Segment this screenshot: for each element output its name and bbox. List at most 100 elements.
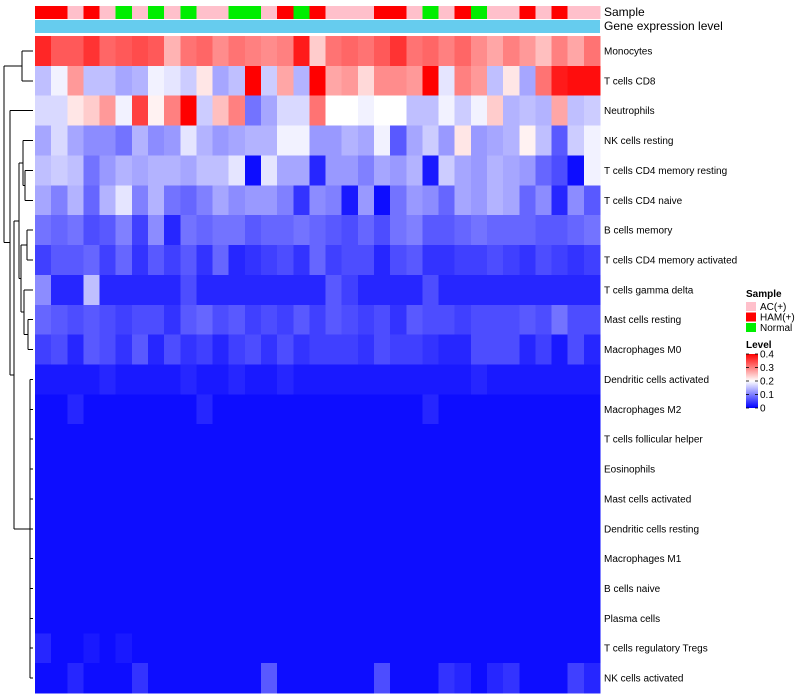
heatmap-cell	[374, 603, 391, 634]
heatmap-cell	[374, 95, 391, 126]
heatmap-cell	[309, 245, 326, 276]
heatmap-cell	[454, 394, 472, 425]
heatmap-cell	[293, 663, 310, 694]
heatmap-cell	[357, 603, 375, 634]
heatmap-cell	[422, 483, 439, 515]
heatmap-cell	[131, 603, 149, 634]
heatmap-cell	[325, 245, 343, 276]
heatmap-cell	[325, 603, 343, 634]
heatmap-cell	[487, 304, 504, 336]
heatmap-cell	[180, 454, 197, 485]
heatmap-cell	[228, 394, 246, 425]
sample-annotation-cell	[325, 6, 343, 19]
heatmap-cell	[244, 245, 262, 276]
heatmap-cell	[341, 245, 359, 276]
heatmap-cell	[99, 155, 117, 186]
heatmap-cell	[341, 483, 359, 515]
heatmap-cell	[390, 633, 407, 664]
heatmap-cell	[164, 125, 181, 156]
heatmap-cell	[422, 304, 439, 336]
heatmap-cell	[35, 125, 52, 156]
sample-annotation-cell	[454, 6, 472, 19]
heatmap-cell	[244, 334, 262, 365]
heatmap-cell	[293, 394, 310, 425]
heatmap-cell	[325, 125, 343, 156]
heatmap-cell	[228, 95, 246, 126]
heatmap-cell	[51, 334, 68, 365]
heatmap-cell	[277, 304, 294, 336]
row-dendrogram	[3, 50, 33, 679]
heatmap-cell	[293, 603, 310, 634]
sample-annotation-cell	[519, 6, 536, 19]
heatmap-cell	[357, 245, 375, 276]
heatmap-cell	[422, 155, 439, 186]
heatmap-cell	[551, 603, 569, 634]
expression-annotation-label: Gene expression level	[604, 19, 723, 33]
heatmap-cell	[67, 543, 84, 574]
heatmap-cells	[35, 36, 601, 694]
heatmap-cell	[325, 543, 343, 574]
heatmap-cell	[519, 215, 536, 246]
heatmap-cell	[228, 424, 246, 455]
heatmap-cell	[261, 125, 278, 156]
heatmap-cell	[148, 155, 165, 186]
heatmap-cell	[325, 424, 343, 455]
heatmap-cell	[51, 603, 68, 634]
heatmap-cell	[374, 274, 391, 306]
row-label: Macrophages M1	[604, 554, 682, 565]
heatmap-cell	[164, 364, 181, 395]
heatmap-cell	[325, 394, 343, 425]
heatmap-cell	[551, 215, 569, 246]
heatmap-cell	[228, 573, 246, 604]
heatmap-cell	[148, 304, 165, 336]
heatmap-cell	[83, 364, 100, 395]
heatmap-cell	[277, 573, 294, 604]
heatmap-cell	[454, 36, 472, 67]
heatmap-cell	[422, 185, 439, 216]
heatmap-cell	[309, 215, 326, 246]
heatmap-cell	[309, 304, 326, 336]
heatmap-cell	[583, 603, 601, 634]
heatmap-cell	[35, 483, 52, 515]
heatmap-cell	[131, 155, 149, 186]
row-label: Monocytes	[604, 46, 652, 57]
heatmap-cell	[293, 65, 310, 97]
heatmap-cell	[519, 125, 536, 156]
heatmap-cell	[519, 573, 536, 604]
heatmap-cell	[83, 603, 100, 634]
heatmap-cell	[180, 245, 197, 276]
sample-annotation-cell	[487, 6, 504, 19]
heatmap-cell	[131, 483, 149, 515]
heatmap-cell	[277, 454, 294, 485]
heatmap-cell	[293, 155, 310, 186]
heatmap-cell	[164, 424, 181, 455]
heatmap-cell	[357, 454, 375, 485]
heatmap-cell	[357, 364, 375, 395]
heatmap-cell	[228, 155, 246, 186]
heatmap-cell	[454, 245, 472, 276]
heatmap-cell	[212, 483, 230, 515]
heatmap-cell	[148, 394, 165, 425]
heatmap-cell	[277, 65, 294, 97]
heatmap-cell	[212, 364, 230, 395]
heatmap-cell	[503, 334, 520, 365]
heatmap-cell	[519, 513, 536, 545]
heatmap-cell	[470, 483, 488, 515]
heatmap-cell	[357, 155, 375, 186]
heatmap-cell	[519, 663, 536, 694]
heatmap-cell	[535, 364, 552, 395]
heatmap-cell	[212, 65, 230, 97]
heatmap-cell	[148, 215, 165, 246]
heatmap-cell	[212, 36, 230, 67]
heatmap-cell	[309, 36, 326, 67]
heatmap-cell	[470, 304, 488, 336]
heatmap-cell	[180, 274, 197, 306]
heatmap-cell	[277, 95, 294, 126]
heatmap-cell	[196, 274, 213, 306]
heatmap-cell	[277, 36, 294, 67]
heatmap-cell	[487, 573, 504, 604]
heatmap-cell	[519, 95, 536, 126]
heatmap-cell	[357, 543, 375, 574]
heatmap-cell	[309, 513, 326, 545]
heatmap-cell	[131, 125, 149, 156]
